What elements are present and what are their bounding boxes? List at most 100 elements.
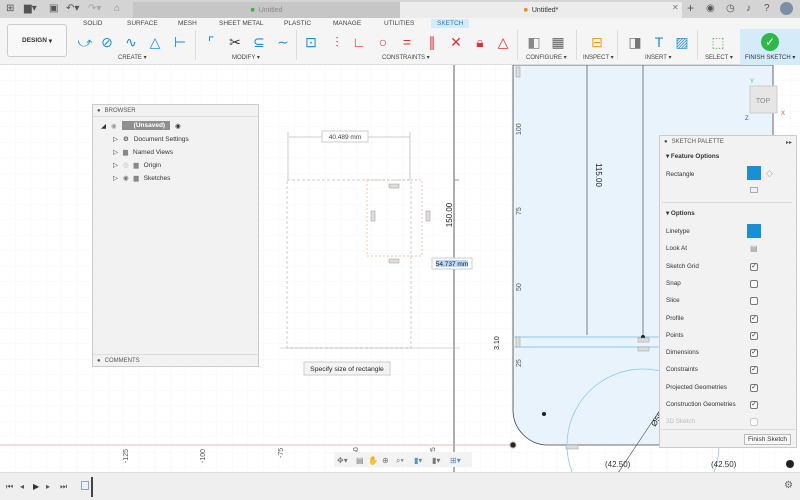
grid-icon[interactable]: ⊞ bbox=[6, 3, 15, 14]
triangle-icon[interactable]: △ bbox=[149, 34, 161, 50]
zoom-icon[interactable]: ⊕ bbox=[382, 456, 389, 465]
orbit-icon[interactable]: ✥▾ bbox=[337, 456, 348, 465]
curve-icon[interactable]: ∼ bbox=[277, 34, 289, 50]
configure-menu[interactable]: CONFIGURE ▾ bbox=[526, 55, 567, 61]
timeline-settings-gear-icon[interactable]: ⚙ bbox=[784, 480, 793, 491]
browser-header[interactable]: ● BROWSER bbox=[93, 105, 258, 117]
tangent-icon[interactable]: ○ bbox=[378, 34, 388, 50]
activate-radio-icon[interactable]: ◉ bbox=[175, 122, 181, 130]
finish-sketch-button[interactable]: ✓ FINISH SKETCH ▾ bbox=[740, 29, 800, 65]
expand-icon[interactable]: ◢ bbox=[101, 122, 106, 130]
look-at-icon[interactable]: ▤ bbox=[750, 244, 758, 254]
collapse-dot-icon[interactable]: ● bbox=[664, 139, 668, 145]
modify-menu[interactable]: MODIFY ▾ bbox=[232, 55, 260, 61]
palette-header[interactable]: ● SKETCH PALETTE ▸▸ bbox=[660, 136, 796, 148]
plus-icon[interactable]: + bbox=[687, 1, 695, 15]
checkbox-snap[interactable] bbox=[750, 279, 758, 288]
table-icon[interactable]: ▦ bbox=[551, 34, 565, 50]
timeline-next-icon[interactable]: ▸ bbox=[46, 482, 51, 491]
center-rectangle-option[interactable]: ◇ bbox=[766, 168, 773, 178]
checkbox-dimensions[interactable]: ✓ bbox=[750, 349, 758, 358]
trim-scissors-icon[interactable]: ✂ bbox=[229, 34, 241, 50]
expand-arrows-icon[interactable]: ▸▸ bbox=[785, 139, 792, 146]
symmetry-icon[interactable]: △ bbox=[497, 34, 509, 50]
browser-item-origin[interactable]: ▷ ◎ ▆ Origin bbox=[113, 161, 161, 170]
select-menu[interactable]: SELECT ▾ bbox=[705, 55, 733, 61]
redo-icon[interactable]: ↷▾ bbox=[88, 3, 102, 14]
clock-icon[interactable]: ◷ bbox=[726, 3, 735, 14]
offset-icon[interactable]: ⊆ bbox=[253, 34, 265, 50]
tab-mesh[interactable]: MESH bbox=[178, 20, 197, 27]
status-icon[interactable] bbox=[786, 460, 794, 468]
save-icon[interactable]: ▣ bbox=[49, 3, 59, 14]
dimension-3-10[interactable]: 3.10 bbox=[494, 336, 501, 350]
dimension-150[interactable]: 150.00 bbox=[445, 202, 454, 227]
tab-solid[interactable]: SOLID bbox=[83, 20, 103, 27]
measure-icon[interactable]: ⊟ bbox=[591, 34, 603, 50]
home-icon[interactable]: ⌂ bbox=[114, 3, 121, 14]
parallel-icon[interactable]: ∥ bbox=[428, 34, 436, 50]
options-header[interactable]: ▾ Options bbox=[666, 210, 695, 217]
expand-icon[interactable]: ▷ bbox=[113, 175, 118, 182]
browser-item-named-views[interactable]: ▷ ▆ Named Views bbox=[113, 148, 173, 157]
file-icon[interactable]: ▆▾ bbox=[24, 3, 37, 14]
collapse-dot-icon[interactable]: ● bbox=[97, 357, 101, 364]
viewcube-face[interactable]: TOP bbox=[756, 98, 771, 105]
timeline-prev-icon[interactable]: ◂ bbox=[20, 482, 25, 491]
eye-icon[interactable]: ◉ bbox=[111, 122, 117, 130]
browser-item-sketches[interactable]: ▷ ◉ ▆ Sketches bbox=[113, 174, 170, 183]
origin-point[interactable] bbox=[509, 441, 517, 449]
tab-sheet-metal[interactable]: SHEET METAL bbox=[219, 20, 264, 27]
checkbox-constraints[interactable]: ✓ bbox=[750, 366, 758, 375]
collapse-dot-icon[interactable]: ● bbox=[97, 107, 101, 114]
equal-icon[interactable]: = bbox=[402, 34, 412, 50]
expand-icon[interactable]: ▷ bbox=[113, 162, 118, 169]
display-settings-icon[interactable]: ▮▾ bbox=[414, 456, 422, 465]
checkbox-slice[interactable] bbox=[750, 297, 758, 306]
insert-derive-icon[interactable]: ◨ bbox=[628, 34, 642, 50]
help-icon[interactable]: ? bbox=[764, 3, 770, 14]
timeline-marker[interactable] bbox=[91, 477, 93, 497]
tab-surface[interactable]: SURFACE bbox=[127, 20, 158, 27]
checkbox-projected-geometries[interactable]: ✓ bbox=[750, 383, 758, 392]
checkbox-points[interactable]: ✓ bbox=[750, 331, 758, 340]
fillet-icon[interactable]: ⌜ bbox=[207, 34, 215, 50]
viewports-icon[interactable]: ⊞▾ bbox=[450, 456, 461, 465]
timeline-first-icon[interactable]: ⏮ bbox=[6, 482, 14, 491]
navigation-tools[interactable]: ✥▾ ▤ ✋ ⊕ ⌕▾ ▮▾ ▮▾ ⊞▾ bbox=[337, 455, 461, 465]
collinear-icon[interactable]: ✕ bbox=[450, 34, 462, 50]
tab-sketch[interactable]: SKETCH bbox=[431, 19, 470, 28]
spline-icon[interactable]: ∿ bbox=[125, 34, 137, 50]
finish-sketch-palette-button[interactable]: Finish Sketch bbox=[744, 434, 792, 445]
circle-icon[interactable]: ⊘ bbox=[101, 34, 113, 50]
close-icon[interactable]: ✕ bbox=[672, 3, 679, 12]
height-dimension-input[interactable]: 54.737 mm bbox=[436, 261, 469, 268]
dimension-115[interactable]: 115.00 bbox=[594, 163, 603, 187]
dimension-icon[interactable]: ⊡ bbox=[305, 34, 317, 50]
inspect-menu[interactable]: INSPECT ▾ bbox=[583, 55, 614, 61]
document-tab-active[interactable]: ■ Untitled* bbox=[400, 2, 682, 18]
corner-rectangle-option[interactable] bbox=[747, 166, 761, 180]
viewcube[interactable]: TOP Y X Z bbox=[745, 79, 785, 122]
create-menu[interactable]: CREATE ▾ bbox=[118, 55, 147, 61]
tab-utilities[interactable]: UTILITIES bbox=[384, 20, 415, 27]
look-at-icon[interactable]: ▤ bbox=[356, 456, 364, 465]
select-box-icon[interactable]: ⬚ bbox=[711, 34, 725, 50]
fit-icon[interactable]: ⌕▾ bbox=[396, 456, 404, 465]
checkbox-profile[interactable]: ✓ bbox=[750, 314, 758, 323]
document-tab-untitled[interactable]: ■ Untitled bbox=[133, 2, 400, 18]
insert-menu[interactable]: INSERT ▾ bbox=[645, 55, 672, 61]
feature-options-header[interactable]: ▾ Feature Options bbox=[666, 153, 720, 160]
extensions-icon[interactable]: ◉ bbox=[706, 3, 715, 14]
perpendicular-icon[interactable]: ∟ bbox=[352, 34, 366, 50]
coincident-icon[interactable]: ⫶ bbox=[335, 34, 339, 50]
undo-icon[interactable]: ↶▾ bbox=[66, 3, 80, 14]
avatar[interactable] bbox=[780, 2, 793, 15]
eye-icon[interactable]: ◉ bbox=[123, 175, 129, 182]
line-icon[interactable]: ⤻ bbox=[77, 34, 93, 50]
insert-mcmaster-icon[interactable]: T bbox=[654, 34, 664, 50]
checkbox-construction-geometries[interactable]: ✓ bbox=[750, 401, 758, 409]
grid-settings-icon[interactable]: ▮▾ bbox=[432, 456, 440, 465]
pan-hand-icon[interactable]: ✋ bbox=[368, 455, 378, 465]
sketch-point[interactable] bbox=[542, 412, 546, 416]
